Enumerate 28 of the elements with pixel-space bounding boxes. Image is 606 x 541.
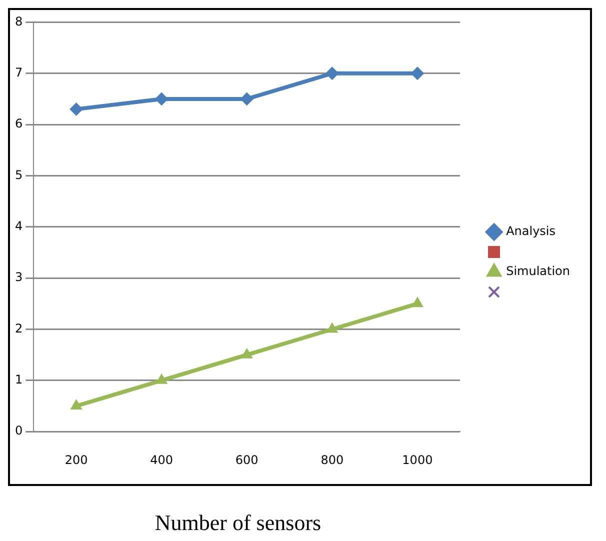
point bbox=[156, 374, 168, 384]
x-tick-label: 1000 bbox=[402, 452, 433, 467]
point bbox=[326, 322, 338, 333]
point bbox=[240, 92, 254, 106]
x-tick-label: 800 bbox=[320, 452, 344, 467]
point bbox=[410, 66, 424, 80]
y-tick-label: 8 bbox=[14, 14, 23, 28]
y-tick-label: 3 bbox=[14, 270, 23, 284]
y-tick-label: 0 bbox=[14, 424, 23, 438]
y-tick-label: 5 bbox=[14, 168, 23, 182]
y-tick-label: 4 bbox=[14, 219, 23, 234]
point bbox=[70, 102, 83, 116]
x-tick-label: 600 bbox=[235, 452, 258, 467]
point bbox=[70, 400, 82, 410]
legend-label: Simulation bbox=[506, 264, 570, 278]
y-tick-label: 2 bbox=[14, 321, 23, 336]
x-axis-title: Number of sensors bbox=[154, 510, 322, 536]
point bbox=[326, 66, 339, 80]
x-tick-label: 200 bbox=[64, 452, 88, 467]
y-tick-label: 6 bbox=[14, 116, 23, 131]
x-tick-label: 400 bbox=[150, 452, 174, 467]
y-tick-label: 1 bbox=[14, 372, 23, 387]
y-tick-label: 7 bbox=[14, 66, 23, 80]
legend-label: Analysis bbox=[506, 224, 556, 238]
point bbox=[155, 92, 168, 106]
point bbox=[241, 348, 253, 358]
point bbox=[412, 297, 424, 308]
chart-frame: Analysis Simulation 200 400 600 800 1000 0 1 2 3 4 5 6 7 8 bbox=[8, 8, 592, 486]
